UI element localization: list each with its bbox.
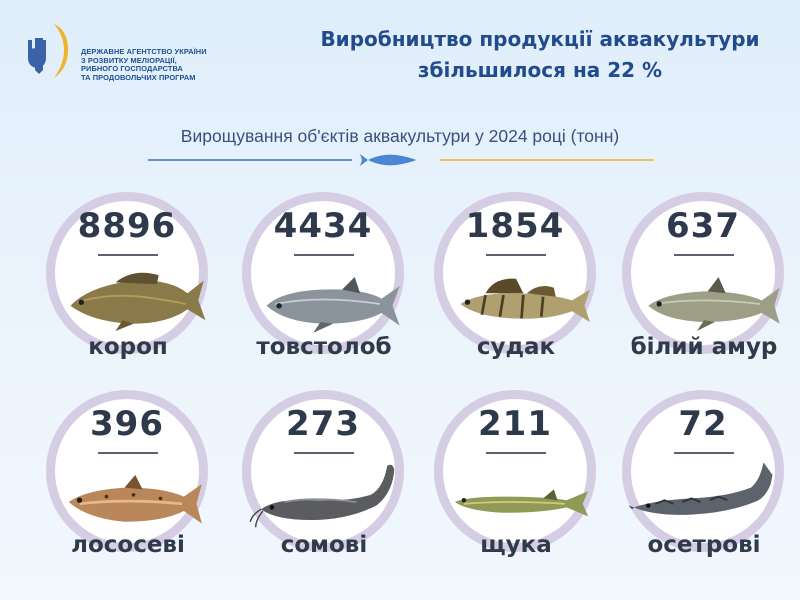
value-underline (98, 254, 158, 256)
sturgeon-icon (628, 462, 773, 515)
category-label: осетрові (647, 532, 761, 558)
trident-logo-icon (28, 24, 68, 78)
category-label: лососеві (71, 532, 185, 558)
category-label: товстолоб (256, 334, 392, 360)
pike-icon (454, 489, 589, 517)
zander-icon (460, 278, 590, 322)
species-ring (46, 390, 208, 552)
page-title: Виробництво продукції аквакультури збіль… (300, 24, 780, 86)
species-ring (622, 390, 784, 552)
trout-icon (68, 475, 202, 524)
fish-divider-icon (368, 154, 416, 166)
agency-line: З РОЗВИТКУ МЕЛІОРАЦІЇ, (81, 55, 177, 65)
species-ring (434, 192, 596, 354)
species-ring (46, 192, 208, 354)
species-card: 211 щука (428, 390, 608, 590)
page-title-line2: збільшилося на 22 % (417, 58, 663, 82)
data-label: 4434 (273, 206, 373, 246)
category-label: сомові (280, 532, 368, 558)
value-underline (486, 452, 546, 454)
species-card: 1854 судак (428, 192, 608, 392)
carp-icon (70, 272, 206, 331)
species-card: 8896 короп (40, 192, 220, 392)
agency-line: РИБНОГО ГОСПОДАРСТВА (81, 64, 183, 74)
agency-line: ДЕРЖАВНЕ АГЕНТСТВО УКРАЇНИ (81, 47, 207, 56)
agency-logo: ДЕРЖАВНЕ АГЕНТСТВО УКРАЇНИ З РОЗВИТКУ МЕ… (18, 20, 218, 82)
catfish-icon (249, 464, 395, 528)
value-underline (674, 452, 734, 454)
agency-name: ДЕРЖАВНЕ АГЕНТСТВО УКРАЇНИ З РОЗВИТКУ МЕ… (81, 47, 207, 82)
category-label: короп (88, 334, 168, 360)
data-label: 72 (678, 404, 728, 444)
page-title-line1: Виробництво продукції аквакультури (320, 27, 760, 51)
species-card: 396 лососеві (40, 390, 220, 590)
fish-divider (148, 154, 654, 166)
species-ring (242, 390, 404, 552)
silver-carp-icon (266, 277, 400, 333)
species-card: 4434 товстолоб (236, 192, 416, 392)
value-underline (98, 452, 158, 454)
data-label: 1854 (465, 206, 565, 246)
species-ring (434, 390, 596, 552)
value-underline (674, 254, 734, 256)
value-underline (486, 254, 546, 256)
data-label: 637 (666, 206, 740, 246)
species-card: 273 сомові (236, 390, 416, 590)
chart-title: Вирощування об'єктів аквакультури у 2024… (180, 126, 620, 146)
grass-carp-icon (648, 277, 780, 331)
category-label: щука (480, 532, 552, 558)
data-label: 8896 (77, 206, 177, 246)
category-label: білий амур (630, 334, 778, 360)
agency-line: ТА ПРОДОВОЛЬЧИХ ПРОГРАМ (81, 72, 196, 82)
category-label: судак (476, 334, 556, 360)
data-label: 273 (286, 404, 360, 444)
value-underline (294, 254, 354, 256)
data-label: 396 (90, 404, 164, 444)
value-underline (294, 452, 354, 454)
species-card: 72 осетрові (616, 390, 796, 590)
species-card: 637 білий амур (616, 192, 796, 392)
data-label: 211 (478, 404, 552, 444)
